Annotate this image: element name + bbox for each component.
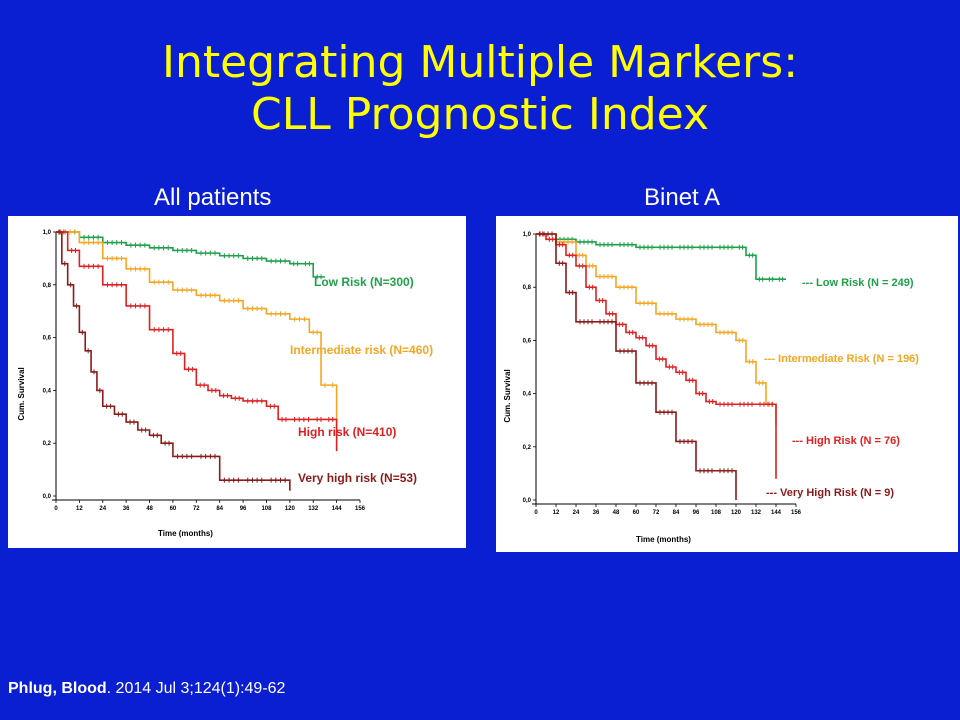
y-axis-label: Cum. Survival <box>503 369 512 422</box>
x-tick-label: 24 <box>99 506 106 512</box>
y-tick-label: 0,0 <box>523 498 532 504</box>
series-label: Low Risk (N=300) <box>314 275 414 289</box>
series-label: Very high risk (N=53) <box>298 471 417 485</box>
all-patients-chart-panel: 0 12 24 36 48 60 72 84 96 108 120 132 144 156 0,0 0,2 0,… <box>8 216 466 548</box>
x-tick-label: 72 <box>193 506 200 512</box>
survival-curve <box>536 233 737 500</box>
x-tick-label: 120 <box>285 506 296 512</box>
x-tick-label: 84 <box>673 510 680 516</box>
x-axis-label: Time (months) <box>158 529 213 538</box>
x-tick-label: 108 <box>711 510 722 516</box>
binet-a-chart: 0 12 24 36 48 60 72 84 96 108 120 132 144 156 0,0 0,2 0,… <box>503 231 919 544</box>
all-patients-chart: 0 12 24 36 48 60 72 84 96 108 120 132 144 156 0,0 0,2 0,… <box>17 229 433 538</box>
y-axis-label: Cum. Survival <box>17 367 26 420</box>
survival-curve <box>56 231 325 278</box>
all-patients-heading: All patients <box>154 184 272 211</box>
x-tick-label: 132 <box>308 506 319 512</box>
x-tick-label: 96 <box>693 510 700 516</box>
x-tick-label: 60 <box>633 510 640 516</box>
y-tick-label: 0,6 <box>523 338 532 344</box>
survival-curve <box>56 231 338 452</box>
x-tick-label: 108 <box>261 506 272 512</box>
x-tick-label: 96 <box>240 506 247 512</box>
y-tick-label: 1,0 <box>43 230 52 236</box>
x-tick-label: 48 <box>146 506 153 512</box>
x-tick-label: 72 <box>653 510 660 516</box>
x-tick-label: 36 <box>593 510 600 516</box>
y-tick-label: 0,0 <box>43 494 52 500</box>
series-label: --- Intermediate Risk (N = 196) <box>764 353 919 365</box>
x-tick-label: 156 <box>355 506 366 512</box>
citation-rest: . 2014 Jul 3;124(1):49-62 <box>106 680 286 697</box>
x-axis-label: Time (months) <box>636 535 691 544</box>
y-tick-label: 0,2 <box>523 445 532 451</box>
slide-title-line1: Integrating Multiple Markers: <box>161 37 799 88</box>
series-label: Intermediate risk (N=460) <box>290 343 433 357</box>
y-tick-label: 0,6 <box>43 336 52 342</box>
survival-curve <box>56 231 338 423</box>
y-tick-label: 0,8 <box>523 285 532 291</box>
x-tick-label: 144 <box>771 510 782 516</box>
citation-author: Phlug, Blood <box>8 680 107 697</box>
binet-a-heading: Binet A <box>644 184 721 211</box>
survival-curve <box>536 233 786 281</box>
y-tick-label: 0,4 <box>43 388 52 394</box>
survival-curve <box>536 233 777 479</box>
series-label: --- Low Risk (N = 249) <box>802 277 914 289</box>
x-tick-label: 60 <box>170 506 177 512</box>
x-tick-label: 144 <box>332 506 343 512</box>
y-tick-label: 0,2 <box>43 441 52 447</box>
x-tick-label: 12 <box>553 510 560 516</box>
x-tick-label: 12 <box>76 506 83 512</box>
y-tick-label: 0,4 <box>523 392 532 398</box>
citation: Phlug, Blood. 2014 Jul 3;124(1):49-62 <box>8 680 285 698</box>
y-tick-label: 1,0 <box>523 232 532 238</box>
series-label: --- Very High Risk (N = 9) <box>766 487 894 499</box>
x-tick-label: 84 <box>216 506 223 512</box>
x-tick-label: 24 <box>573 510 580 516</box>
survival-curve <box>56 231 291 491</box>
x-tick-label: 132 <box>751 510 762 516</box>
x-tick-label: 0 <box>534 510 538 516</box>
slide-title-line2: CLL Prognostic Index <box>251 89 709 140</box>
x-tick-label: 48 <box>613 510 620 516</box>
x-tick-label: 156 <box>791 510 802 516</box>
x-tick-label: 0 <box>54 506 58 512</box>
series-label: --- High Risk (N = 76) <box>792 435 900 447</box>
x-tick-label: 36 <box>123 506 130 512</box>
series-label: High risk (N=410) <box>298 425 396 439</box>
binet-a-chart-panel: 0 12 24 36 48 60 72 84 96 108 120 132 144 156 0,0 0,2 0,… <box>496 216 958 552</box>
x-tick-label: 120 <box>731 510 742 516</box>
y-tick-label: 0,8 <box>43 283 52 289</box>
survival-curve <box>536 233 777 426</box>
